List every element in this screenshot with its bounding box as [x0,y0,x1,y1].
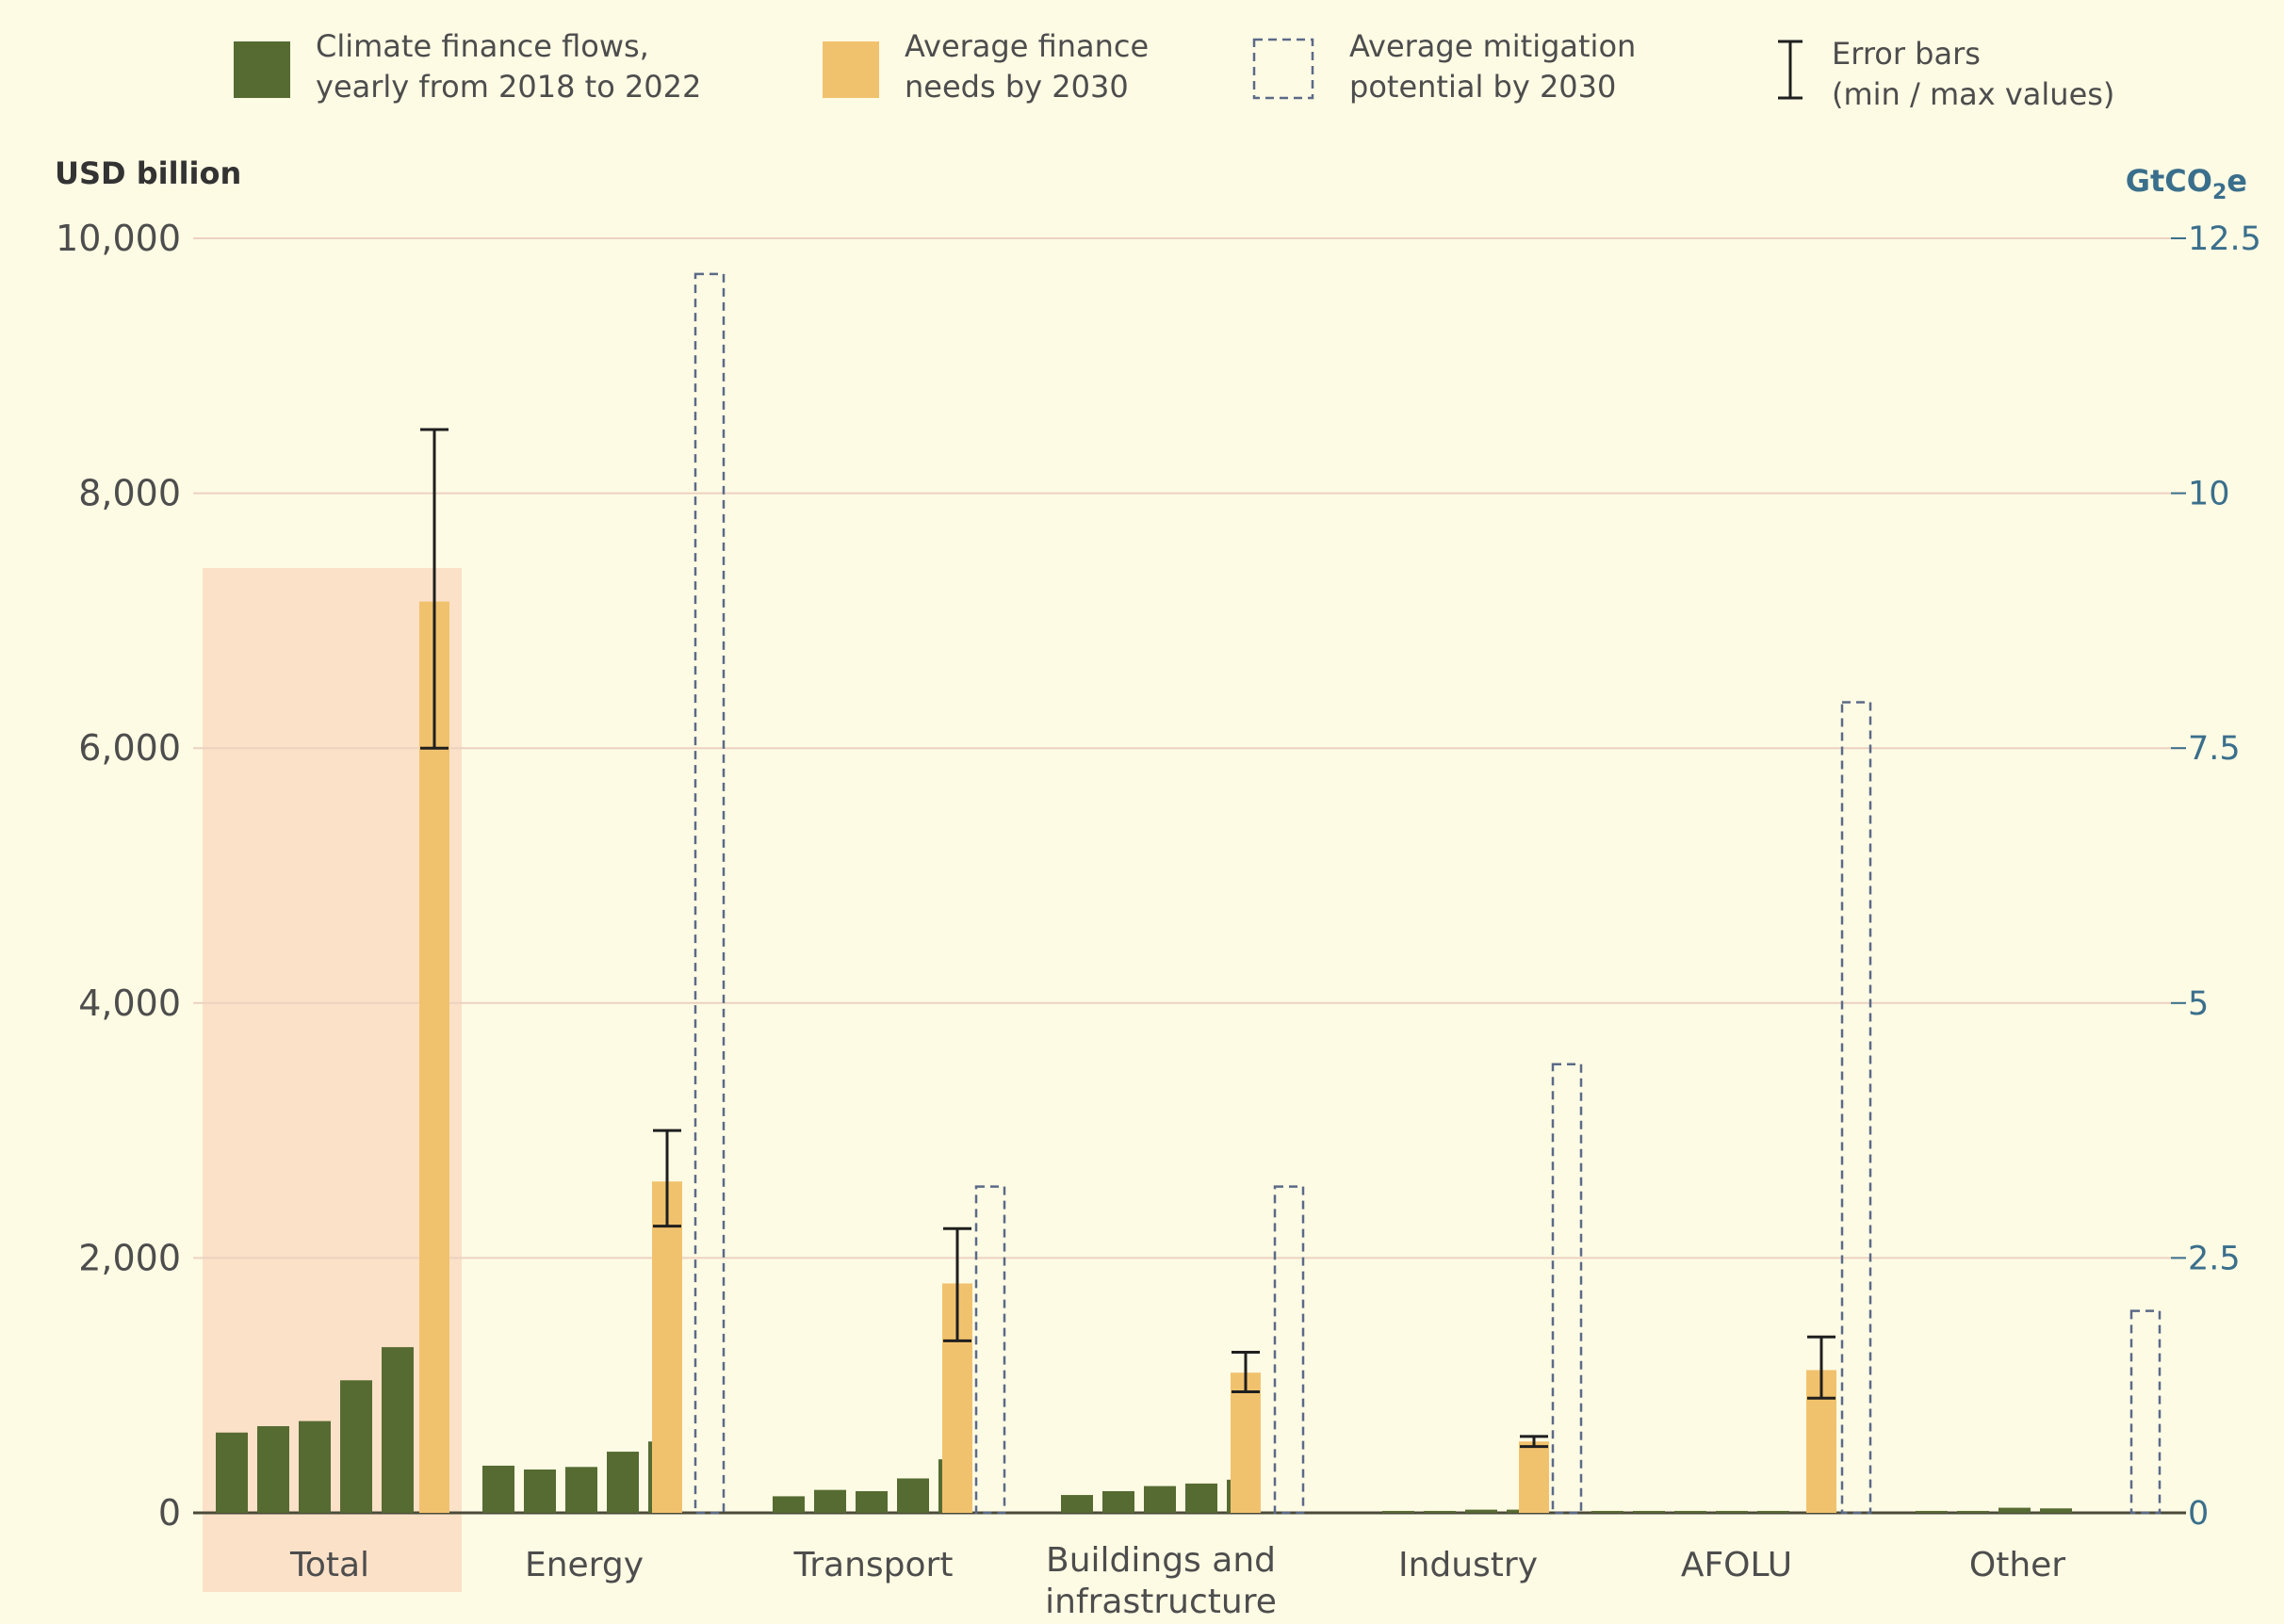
y-tick-label: 2,000 [78,1237,181,1278]
y2-tick-label: 10 [2188,476,2230,513]
y2-tick-label: 12.5 [2188,220,2261,258]
flow-bar [299,1421,331,1513]
legend-mitigation-swatch [1252,38,1314,100]
legend: Climate finance flows, yearly from 2018 t… [234,28,2114,112]
flow-bar [524,1469,556,1513]
flow-bar [1424,1510,1456,1513]
flow-bar [2040,1508,2072,1513]
need-bar [419,601,449,1513]
flow-bar [814,1489,846,1513]
mitigation-bar [1273,1185,1305,1515]
mitigation-bar [974,1185,1006,1515]
legend-flows-swatch [234,41,290,98]
y2-tick-label: 7.5 [2188,730,2241,768]
y2-axis-title: GtCO2e [2126,163,2247,204]
flow-bar [257,1425,289,1513]
y2-tick-label: 0 [2188,1495,2209,1533]
category-label: Buildings and [1046,1541,1276,1580]
flow-bar [1102,1490,1134,1513]
legend-flows-label: Climate finance flows, [316,28,649,64]
legend-flows-label: yearly from 2018 to 2022 [316,69,701,105]
legend-needs-swatch [823,41,879,98]
mitigation-bar [693,272,726,1515]
flow-bar [1185,1483,1217,1513]
legend-mitigation-label: potential by 2030 [1349,69,1616,105]
legend-error-label: Error bars [1832,36,1981,72]
category-label: infrastructure [1045,1583,1277,1621]
flow-bar [1916,1510,1948,1513]
y-tick-label: 10,000 [56,218,181,259]
bars [216,272,2162,1515]
flow-bar [1716,1510,1748,1513]
flow-bar [1591,1510,1623,1513]
need-bar [652,1181,682,1513]
category-label: Industry [1398,1546,1538,1584]
mitigation-bar [1840,701,1872,1515]
highlight-layer [203,568,462,1592]
flow-bar [1633,1510,1665,1513]
flow-bar [216,1432,248,1513]
y-tick-label: 6,000 [78,727,181,769]
y-tick-label: 4,000 [78,983,181,1024]
flow-bar [1382,1510,1414,1513]
y2-tick-label: 5 [2188,985,2209,1023]
y-tick-label: 8,000 [78,473,181,514]
flow-bar [773,1496,805,1513]
category-label: Energy [525,1546,644,1584]
total-highlight [203,568,462,1592]
category-label: Other [1969,1546,2065,1584]
category-label: Total [289,1546,369,1584]
flow-bar [340,1380,372,1513]
category-label: AFOLU [1681,1546,1792,1584]
category-labels: Total Energy Transport Buildings andinfrast… [289,1541,2065,1621]
flow-bar [1957,1510,1989,1513]
legend-needs-label: needs by 2030 [905,69,1129,105]
category-label: Transport [793,1546,954,1584]
grid-layer [193,237,2186,1259]
legend-mitigation-label: Average mitigation [1349,28,1636,64]
legend-error-label: (min / max values) [1832,76,2114,112]
flow-bar [1674,1510,1706,1513]
flow-bar [1465,1509,1497,1513]
legend-needs-label: Average finance [905,28,1149,64]
flow-bar [607,1452,639,1513]
flow-bar [382,1347,414,1513]
y2-tick-label: 2.5 [2188,1240,2241,1277]
need-bar [1519,1441,1549,1513]
flow-bar [1757,1510,1789,1513]
need-bar [1231,1372,1261,1513]
flow-bar [1144,1486,1176,1513]
mitigation-bar [1551,1063,1583,1515]
flow-bar [482,1465,514,1513]
flow-bar [1998,1507,2031,1513]
flow-bar [897,1478,929,1513]
y-tick-label: 0 [158,1492,181,1534]
flow-bar [565,1467,597,1513]
y-axis-title: USD billion [55,155,241,191]
flow-bar [856,1490,888,1513]
mitigation-bar [2129,1309,2162,1515]
flow-bar [1061,1495,1093,1513]
